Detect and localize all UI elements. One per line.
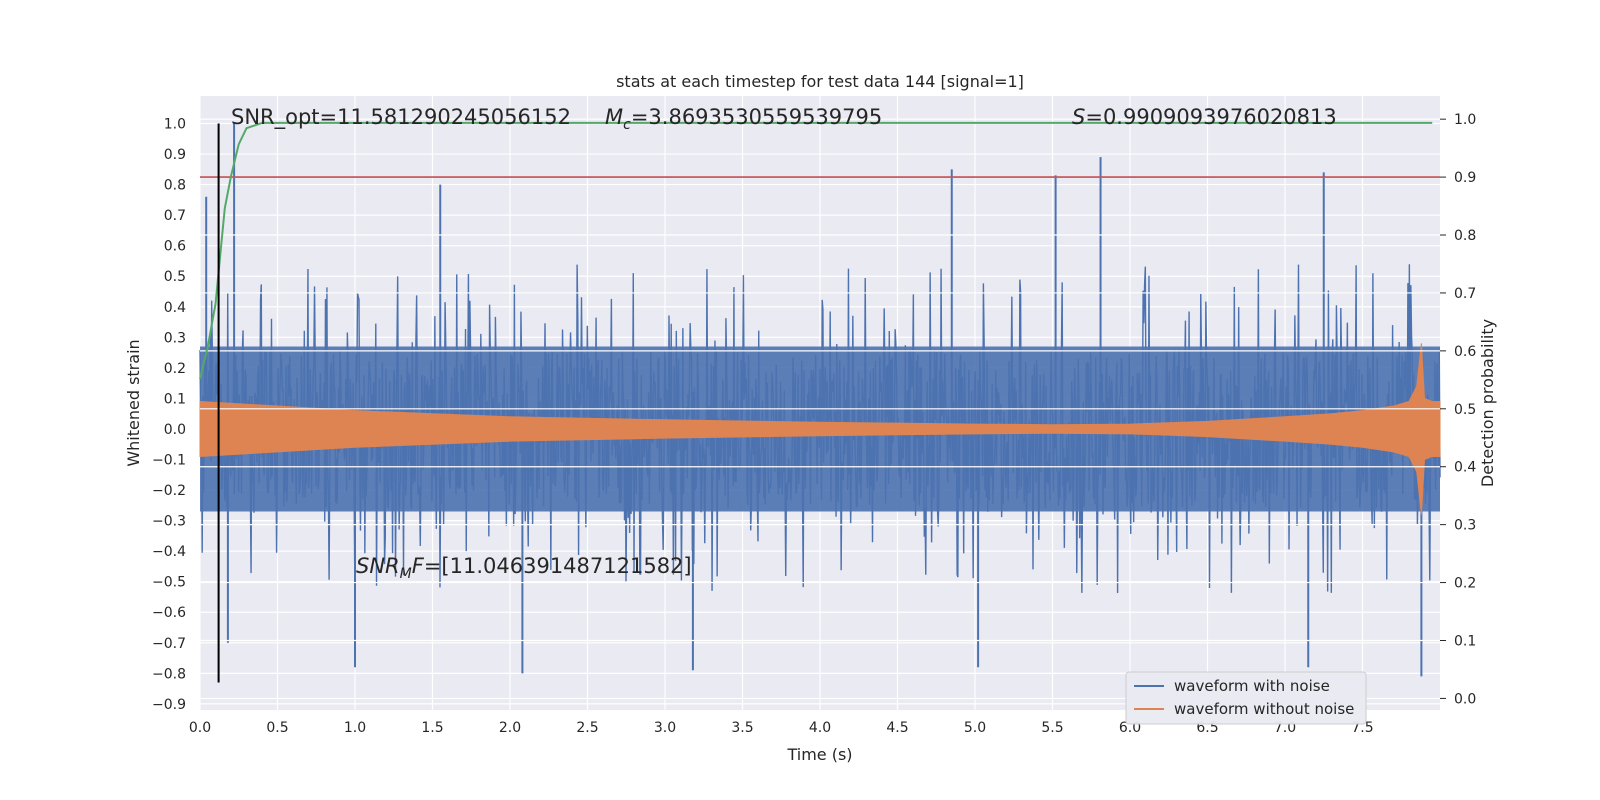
y-tick-label: 0.0 — [164, 422, 186, 438]
x-tick-label: 4.0 — [809, 720, 831, 736]
y-tick-label: 0.7 — [164, 208, 186, 224]
x-tick-label: 5.0 — [964, 720, 986, 736]
y2-tick-label: 0.0 — [1454, 691, 1476, 707]
series-waveform-without-noise — [199, 343, 1441, 515]
annotation-s: S=0.9909093976020813 — [1072, 105, 1337, 129]
annotation-snr-mf: SNRMF=[11.046391487121582] — [356, 554, 692, 582]
y-tick-label: −0.9 — [152, 697, 186, 713]
y-tick-label: −0.5 — [152, 575, 186, 591]
x-tick-label: 3.5 — [731, 720, 753, 736]
y-axis-ticks: 1.0 0.9 0.8 0.7 0.6 0.5 0.4 0.3 0.2 0.1 0.0 −0.1 −0.… — [152, 116, 186, 712]
y-tick-label: 0.1 — [164, 391, 186, 407]
y-tick-label: −0.6 — [152, 605, 186, 621]
y2-tick-label: 0.6 — [1454, 344, 1476, 360]
y-tick-label: 0.6 — [164, 239, 186, 255]
y-tick-label: 1.0 — [164, 116, 186, 132]
legend-label-without-noise: waveform without noise — [1174, 700, 1354, 718]
legend-box — [1125, 671, 1367, 725]
y-tick-label: 0.2 — [164, 361, 186, 377]
x-axis-label: Time (s) — [786, 745, 852, 764]
y-tick-label: −0.2 — [152, 483, 186, 499]
probability-curve — [199, 121, 1433, 379]
x-tick-label: 4.5 — [886, 720, 908, 736]
y-tick-label: −0.3 — [152, 514, 186, 530]
chart-title: stats at each timestep for test data 144… — [616, 72, 1024, 91]
annotation-snr-opt: SNR_opt=11.581290245056152 — [231, 105, 571, 130]
x-tick-label: 3.0 — [654, 720, 676, 736]
y2-tick-label: 0.4 — [1454, 460, 1476, 476]
clean-waveform-envelope — [199, 343, 1441, 515]
y2-tick-label: 0.3 — [1454, 518, 1476, 534]
y-tick-label: −0.4 — [152, 544, 186, 560]
x-tick-label: 0.5 — [266, 720, 288, 736]
y2-tick-label: 0.7 — [1454, 286, 1476, 302]
y-tick-label: −0.8 — [152, 666, 186, 682]
legend-label-with-noise: waveform with noise — [1174, 677, 1330, 695]
x-tick-label: 0.0 — [189, 720, 211, 736]
y2-tick-label: 0.8 — [1454, 228, 1476, 244]
y2-tick-label: 0.9 — [1454, 170, 1476, 186]
y-tick-label: −0.7 — [152, 636, 186, 652]
x-tick-label: 1.0 — [344, 720, 366, 736]
x-tick-label: 1.5 — [421, 720, 443, 736]
y2-tick-label: 1.0 — [1454, 112, 1476, 128]
y2-tick-label: 0.5 — [1454, 402, 1476, 418]
y2-tick-label: 0.1 — [1454, 633, 1476, 649]
annotation-chirp-mass: Mc=3.8693530559539795 — [605, 105, 882, 133]
y-tick-label: −0.1 — [152, 453, 186, 469]
y-tick-label: 0.3 — [164, 330, 186, 346]
x-tick-label: 2.5 — [576, 720, 598, 736]
y-tick-label: 0.8 — [164, 178, 186, 194]
y-tick-label: 0.5 — [164, 269, 186, 285]
series-detection-probability — [199, 121, 1440, 683]
y2-axis-ticks: 1.0 0.9 0.8 0.7 0.6 0.5 0.4 0.3 0.2 0.1 0.0 — [1440, 112, 1476, 707]
y2-tick-label: 0.2 — [1454, 576, 1476, 592]
x-tick-label: 5.5 — [1041, 720, 1063, 736]
legend: waveform with noise waveform without noi… — [1125, 671, 1367, 725]
y2-axis-label: Detection probability — [1478, 319, 1497, 487]
y-tick-label: 0.9 — [164, 147, 186, 163]
y-axis-label: Whitened strain — [124, 339, 143, 466]
y-tick-label: 0.4 — [164, 300, 186, 316]
x-tick-label: 2.0 — [499, 720, 521, 736]
